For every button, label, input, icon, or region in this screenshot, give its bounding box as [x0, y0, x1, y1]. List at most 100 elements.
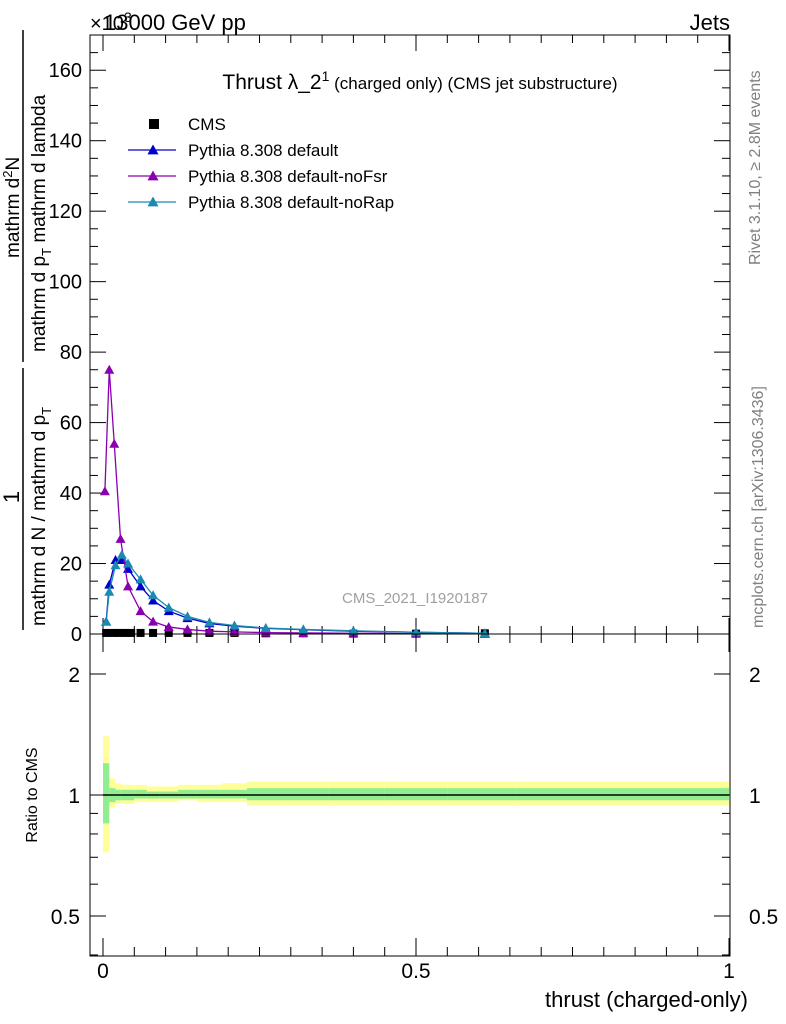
y-tick-label: 160	[49, 60, 82, 82]
mcplots-label: mcplots.cern.ch [arXiv:1306.3436]	[750, 386, 767, 628]
legend-label: Pythia 8.308 default	[188, 141, 339, 160]
data-point	[260, 623, 271, 633]
data-point	[204, 617, 215, 627]
data-point	[104, 364, 115, 374]
uncertainty-band-inner	[384, 788, 448, 801]
uncertainty-band-inner	[328, 788, 385, 801]
y-tick-label: 0	[71, 624, 82, 646]
legend-label: CMS	[188, 115, 226, 134]
data-point	[99, 486, 110, 496]
exponent-label: ×103	[90, 9, 132, 35]
legend-item: CMS	[149, 115, 226, 134]
ratio-y-tick-label-right: 1	[749, 785, 761, 808]
data-point	[123, 558, 134, 568]
data-point	[127, 628, 136, 637]
data-point	[148, 590, 159, 600]
legend-marker	[147, 144, 159, 155]
data-point	[104, 579, 115, 589]
ylabel-prefix: 1	[0, 491, 24, 503]
data-point	[104, 586, 115, 596]
legend: CMS Pythia 8.308 default Pythia 8.308 defa…	[128, 115, 394, 212]
data-point	[229, 620, 240, 630]
analysis-id-label: CMS_2021_I1920187	[342, 590, 488, 607]
data-point	[120, 628, 129, 637]
data-point	[182, 611, 193, 621]
y-tick-label: 140	[49, 131, 82, 153]
ratio-panel: 0.5 0.51 12 2 0 0.5 1 Ratio to CMS thrust (ch…	[24, 633, 778, 1012]
data-point	[148, 616, 159, 626]
legend-label: Pythia 8.308 default-noFsr	[188, 167, 388, 186]
data-point	[164, 628, 173, 637]
legend-marker	[147, 196, 159, 207]
data-point	[135, 581, 146, 591]
data-point	[114, 628, 123, 637]
data-point	[123, 581, 134, 591]
x-tick-label: 1	[723, 960, 735, 983]
main-y-ticks: 0 20 40 60 80 100 120 140 160	[49, 34, 730, 646]
data-point	[182, 624, 193, 634]
y-tick-label: 40	[60, 483, 82, 505]
uncertainty-band-inner	[103, 763, 110, 824]
y-tick-label: 60	[60, 413, 82, 435]
uncertainty-band-inner	[246, 788, 285, 801]
legend-marker	[147, 170, 159, 181]
ratio-y-tick-label: 1	[68, 785, 80, 808]
ratio-x-ticks: 0 0.5 1	[97, 634, 735, 983]
data-point	[116, 549, 127, 559]
legend-item: Pythia 8.308 default-noRap	[128, 193, 394, 212]
ylabel-lower: mathrm d pT mathrm d lambda	[29, 94, 54, 352]
data-point	[149, 628, 158, 637]
x-tick-label: 0	[97, 960, 109, 983]
ratio-y-tick-label: 2	[68, 664, 80, 687]
data-point	[101, 616, 112, 626]
ratio-y-tick-label: 0.5	[51, 906, 80, 929]
data-point	[148, 595, 159, 605]
data-point	[115, 533, 126, 543]
data-point	[109, 438, 120, 448]
uncertainty-band-inner	[178, 789, 197, 799]
main-x-ticks	[102, 35, 730, 634]
series-line	[105, 553, 485, 634]
legend-item: Pythia 8.308 default	[128, 141, 339, 160]
main-y-axis-label: 1 mathrm d N / mathrm d pT mathrm d2N ma…	[0, 30, 54, 630]
ratio-y-tick-label-right: 2	[749, 664, 761, 687]
legend-marker	[149, 119, 159, 129]
data-point	[204, 626, 215, 636]
x-axis-label: thrust (charged-only)	[545, 987, 748, 1012]
x-tick-label: 0.5	[401, 960, 430, 983]
rivet-version-label: Rivet 3.1.10, ≥ 2.8M events	[747, 70, 764, 265]
ylabel-numerator: mathrm d2N	[0, 157, 24, 258]
uncertainty-band-inner	[284, 788, 329, 801]
data-point	[298, 624, 309, 634]
legend-item: Pythia 8.308 default-noFsr	[128, 167, 388, 186]
data-point	[110, 560, 121, 570]
ylabel-denominator: mathrm d N / mathrm d pT	[29, 407, 54, 626]
main-frame	[89, 34, 731, 635]
data-point	[348, 625, 359, 635]
data-point	[479, 628, 490, 638]
ratio-y-tick-label-right: 0.5	[749, 906, 778, 929]
ratio-y-axis-label: Ratio to CMS	[24, 747, 41, 842]
data-point	[108, 628, 117, 637]
data-point	[135, 574, 146, 584]
series-3	[101, 549, 490, 638]
uncertainty-band-inner	[196, 789, 222, 799]
y-tick-label: 20	[60, 554, 82, 576]
data-point	[136, 628, 145, 637]
ratio-y-ticks: 0.5 0.5 1 1 2 2	[51, 664, 778, 956]
energy-label: 13000 GeV pp	[104, 10, 246, 35]
plot-title: Thrust λ_21 (charged only) (CMS jet subs…	[222, 68, 617, 94]
uncertainty-band-inner	[447, 788, 517, 801]
data-point	[102, 628, 111, 637]
uncertainty-band-inner	[516, 788, 729, 801]
data-point	[163, 602, 174, 612]
data-point	[163, 621, 174, 631]
data-point	[135, 606, 146, 616]
series-line	[104, 369, 485, 635]
y-tick-label: 80	[60, 342, 82, 364]
y-tick-label: 120	[49, 201, 82, 223]
legend-label: Pythia 8.308 default-noRap	[188, 193, 394, 212]
process-label: Jets	[690, 10, 730, 35]
